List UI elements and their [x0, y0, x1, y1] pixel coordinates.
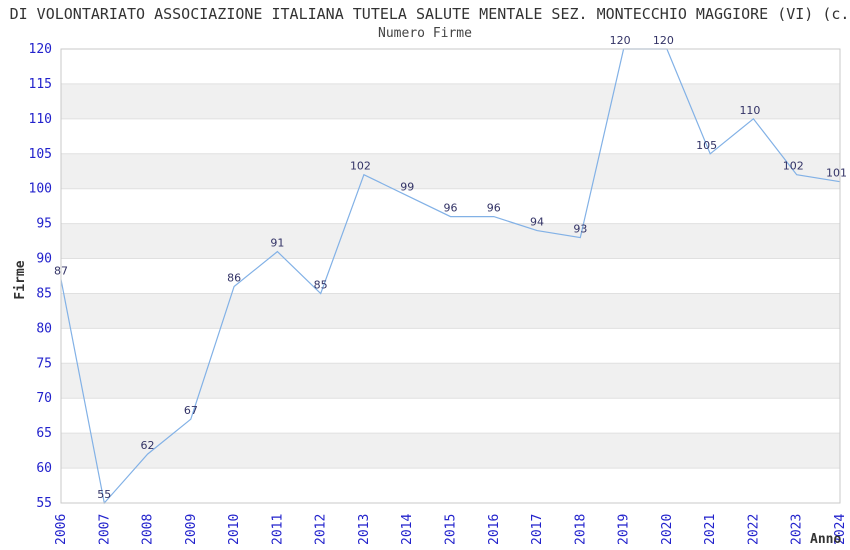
- y-tick-label: 100: [29, 182, 52, 197]
- y-tick-label: 65: [36, 426, 52, 441]
- x-tick-label: 2015: [444, 514, 459, 545]
- y-tick-label: 90: [36, 252, 52, 267]
- data-line: [60, 48, 841, 505]
- x-tick-label: 2010: [227, 514, 242, 545]
- data-label: 67: [184, 404, 198, 417]
- x-tick-label: 2020: [660, 514, 675, 545]
- data-label: 87: [54, 264, 68, 277]
- x-tick-label: 2019: [617, 514, 632, 545]
- y-tick-label: 75: [36, 356, 52, 371]
- x-tick-label: 2014: [400, 514, 415, 545]
- chart-subtitle: Numero Firme: [378, 26, 472, 41]
- x-tick-label: 2023: [790, 514, 805, 545]
- plot-band: [61, 83, 840, 119]
- x-tick-label: 2009: [184, 514, 199, 545]
- data-label: 55: [97, 488, 111, 501]
- data-label: 93: [573, 223, 587, 236]
- y-axis-title: Firme: [13, 260, 28, 299]
- data-label: 105: [696, 139, 717, 152]
- data-label: 91: [270, 237, 284, 250]
- x-tick-label: 2013: [357, 514, 372, 545]
- x-tick-label: 2012: [314, 514, 329, 545]
- y-tick-label: 120: [29, 42, 52, 57]
- y-tick-label: 80: [36, 321, 52, 336]
- y-tick-label: 105: [29, 147, 52, 162]
- x-tick-label: 2017: [530, 514, 545, 545]
- y-tick-label: 115: [29, 77, 52, 92]
- data-label: 120: [610, 34, 631, 47]
- data-label: 94: [530, 216, 544, 229]
- y-tick-label: 55: [36, 496, 52, 511]
- x-tick-label: 2016: [487, 514, 502, 545]
- x-tick-label: 2021: [703, 514, 718, 545]
- data-label: 62: [141, 439, 155, 452]
- data-label: 86: [227, 271, 241, 284]
- x-tick-label: 2024: [833, 514, 848, 545]
- y-tick-label: 70: [36, 391, 52, 406]
- data-label: 85: [314, 278, 328, 291]
- data-label: 101: [826, 167, 847, 180]
- data-label: 99: [400, 181, 414, 194]
- y-tick-label: 85: [36, 286, 52, 301]
- plot-band: [61, 363, 840, 399]
- x-tick-label: 2022: [746, 514, 761, 545]
- x-tick-label: 2007: [97, 514, 112, 545]
- plot-band: [61, 223, 840, 259]
- y-tick-label: 110: [29, 112, 52, 127]
- plot-border: [60, 48, 841, 504]
- plot-band: [61, 433, 840, 469]
- plot-band: [61, 153, 840, 189]
- data-label: 96: [487, 202, 501, 215]
- x-tick-label: 2006: [54, 514, 69, 545]
- chart-title: I DI VOLONTARIATO ASSOCIAZIONE ITALIANA …: [0, 5, 850, 23]
- data-label: 102: [783, 160, 804, 173]
- x-tick-label: 2008: [141, 514, 156, 545]
- data-label: 110: [739, 104, 760, 117]
- data-label: 96: [444, 202, 458, 215]
- y-tick-label: 95: [36, 217, 52, 232]
- data-label: 120: [653, 34, 674, 47]
- x-tick-label: 2018: [573, 514, 588, 545]
- data-label: 102: [350, 160, 371, 173]
- plot-band: [61, 293, 840, 329]
- y-tick-label: 60: [36, 461, 52, 476]
- x-tick-label: 2011: [270, 514, 285, 545]
- x-axis-title: Anno: [810, 532, 841, 547]
